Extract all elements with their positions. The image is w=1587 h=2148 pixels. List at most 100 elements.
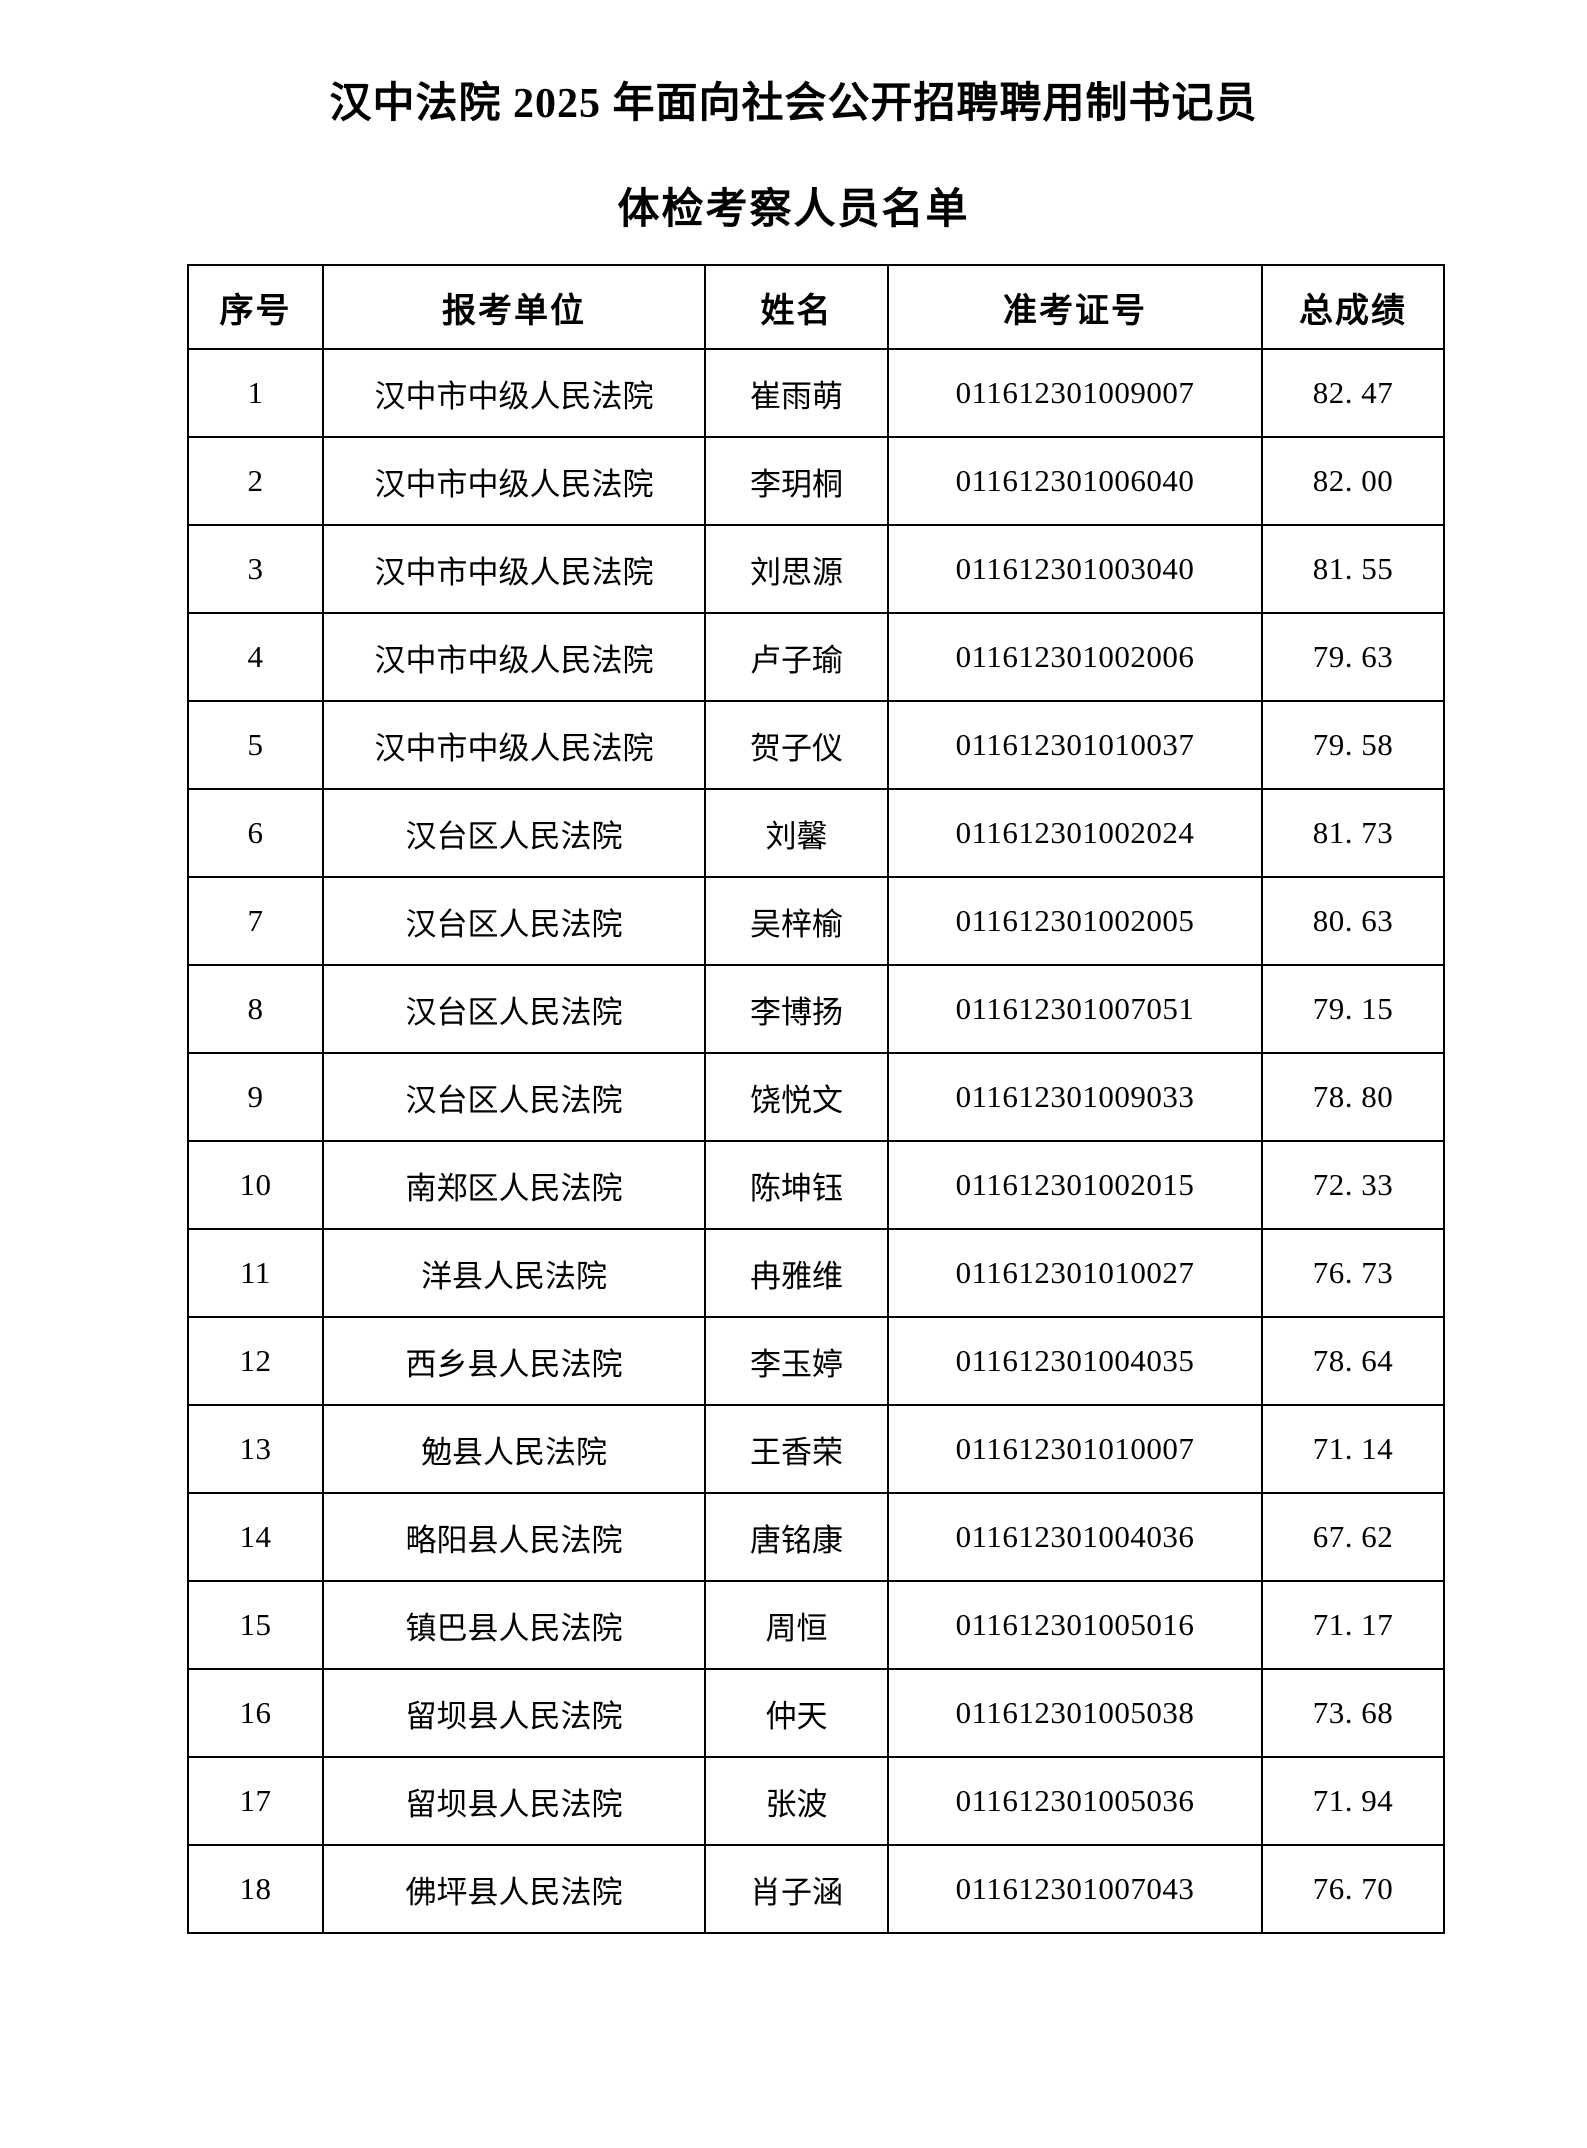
header-row: 序号 报考单位 姓名 准考证号 总成绩 <box>187 264 1445 350</box>
cell-no: 13 <box>187 1404 324 1494</box>
cell-no: 14 <box>187 1492 324 1582</box>
cell-no: 16 <box>187 1668 324 1758</box>
cell-no: 8 <box>187 964 324 1054</box>
header-cell-no: 序号 <box>187 264 324 350</box>
table-row: 11 洋县人民法院 冉雅维 011612301010027 76. 73 <box>187 1228 1445 1318</box>
cell-unit: 留坝县人民法院 <box>322 1668 706 1758</box>
cell-unit: 汉中市中级人民法院 <box>322 612 706 702</box>
cell-unit: 汉台区人民法院 <box>322 964 706 1054</box>
cell-score: 79. 15 <box>1261 964 1445 1054</box>
table-row: 13 勉县人民法院 王香荣 011612301010007 71. 14 <box>187 1404 1445 1494</box>
document-page: 汉中法院 2025 年面向社会公开招聘聘用制书记员 体检考察人员名单 序号 报考单… <box>0 76 1587 2148</box>
table-row: 18 佛坪县人民法院 肖子涵 011612301007043 76. 70 <box>187 1844 1445 1934</box>
cell-name: 李博扬 <box>704 964 889 1054</box>
header-cell-score: 总成绩 <box>1261 264 1445 350</box>
cell-name: 王香荣 <box>704 1404 889 1494</box>
cell-score: 67. 62 <box>1261 1492 1445 1582</box>
cell-ticket: 011612301002024 <box>887 788 1263 878</box>
cell-unit: 勉县人民法院 <box>322 1404 706 1494</box>
cell-ticket: 011612301002005 <box>887 876 1263 966</box>
cell-no: 12 <box>187 1316 324 1406</box>
document-title-line1: 汉中法院 2025 年面向社会公开招聘聘用制书记员 <box>329 81 1258 127</box>
table-row: 4 汉中市中级人民法院 卢子瑜 011612301002006 79. 63 <box>187 612 1445 702</box>
cell-unit: 汉中市中级人民法院 <box>322 700 706 790</box>
cell-name: 刘馨 <box>704 788 889 878</box>
cell-unit: 汉中市中级人民法院 <box>322 348 706 438</box>
table-body: 1 汉中市中级人民法院 崔雨萌 011612301009007 82. 47 2 汉中市中级… <box>187 348 1445 1934</box>
cell-score: 76. 73 <box>1261 1228 1445 1318</box>
cell-ticket: 011612301010037 <box>887 700 1263 790</box>
table-row: 15 镇巴县人民法院 周恒 011612301005016 71. 17 <box>187 1580 1445 1670</box>
cell-score: 82. 00 <box>1261 436 1445 526</box>
cell-unit: 洋县人民法院 <box>322 1228 706 1318</box>
cell-unit: 留坝县人民法院 <box>322 1756 706 1846</box>
cell-no: 10 <box>187 1140 324 1230</box>
cell-score: 79. 63 <box>1261 612 1445 702</box>
cell-score: 80. 63 <box>1261 876 1445 966</box>
cell-unit: 略阳县人民法院 <box>322 1492 706 1582</box>
cell-ticket: 011612301005038 <box>887 1668 1263 1758</box>
cell-name: 陈坤钰 <box>704 1140 889 1230</box>
cell-score: 78. 64 <box>1261 1316 1445 1406</box>
table-row: 2 汉中市中级人民法院 李玥桐 011612301006040 82. 00 <box>187 436 1445 526</box>
cell-ticket: 011612301003040 <box>887 524 1263 614</box>
document-title-line2: 体检考察人员名单 <box>617 187 970 233</box>
cell-ticket: 011612301005036 <box>887 1756 1263 1846</box>
table-row: 3 汉中市中级人民法院 刘思源 011612301003040 81. 55 <box>187 524 1445 614</box>
cell-no: 7 <box>187 876 324 966</box>
cell-name: 刘思源 <box>704 524 889 614</box>
cell-no: 1 <box>187 348 324 438</box>
cell-no: 15 <box>187 1580 324 1670</box>
table-row: 12 西乡县人民法院 李玉婷 011612301004035 78. 64 <box>187 1316 1445 1406</box>
cell-ticket: 011612301010007 <box>887 1404 1263 1494</box>
table-row: 6 汉台区人民法院 刘馨 011612301002024 81. 73 <box>187 788 1445 878</box>
cell-score: 81. 73 <box>1261 788 1445 878</box>
cell-name: 周恒 <box>704 1580 889 1670</box>
cell-name: 吴梓榆 <box>704 876 889 966</box>
cell-score: 71. 14 <box>1261 1404 1445 1494</box>
cell-no: 4 <box>187 612 324 702</box>
cell-ticket: 011612301009033 <box>887 1052 1263 1142</box>
cell-ticket: 011612301010027 <box>887 1228 1263 1318</box>
cell-ticket: 011612301004035 <box>887 1316 1263 1406</box>
cell-score: 81. 55 <box>1261 524 1445 614</box>
cell-name: 饶悦文 <box>704 1052 889 1142</box>
cell-name: 仲天 <box>704 1668 889 1758</box>
cell-no: 9 <box>187 1052 324 1142</box>
roster-table: 序号 报考单位 姓名 准考证号 总成绩 1 汉中市中级人民法院 崔雨萌 01161230100… <box>187 264 1445 1934</box>
table-row: 8 汉台区人民法院 李博扬 011612301007051 79. 15 <box>187 964 1445 1054</box>
cell-name: 肖子涵 <box>704 1844 889 1934</box>
cell-name: 李玉婷 <box>704 1316 889 1406</box>
cell-name: 李玥桐 <box>704 436 889 526</box>
cell-score: 73. 68 <box>1261 1668 1445 1758</box>
table-row: 14 略阳县人民法院 唐铭康 011612301004036 67. 62 <box>187 1492 1445 1582</box>
table-row: 16 留坝县人民法院 仲天 011612301005038 73. 68 <box>187 1668 1445 1758</box>
cell-no: 18 <box>187 1844 324 1934</box>
table-row: 9 汉台区人民法院 饶悦文 011612301009033 78. 80 <box>187 1052 1445 1142</box>
header-cell-name: 姓名 <box>704 264 889 350</box>
cell-no: 11 <box>187 1228 324 1318</box>
cell-ticket: 011612301009007 <box>887 348 1263 438</box>
cell-ticket: 011612301002015 <box>887 1140 1263 1230</box>
cell-unit: 汉台区人民法院 <box>322 788 706 878</box>
cell-score: 76. 70 <box>1261 1844 1445 1934</box>
cell-unit: 汉台区人民法院 <box>322 1052 706 1142</box>
cell-unit: 西乡县人民法院 <box>322 1316 706 1406</box>
table-header: 序号 报考单位 姓名 准考证号 总成绩 <box>187 264 1445 350</box>
header-cell-unit: 报考单位 <box>322 264 706 350</box>
cell-no: 17 <box>187 1756 324 1846</box>
cell-unit: 南郑区人民法院 <box>322 1140 706 1230</box>
cell-ticket: 011612301002006 <box>887 612 1263 702</box>
cell-ticket: 011612301006040 <box>887 436 1263 526</box>
table-row: 10 南郑区人民法院 陈坤钰 011612301002015 72. 33 <box>187 1140 1445 1230</box>
cell-name: 卢子瑜 <box>704 612 889 702</box>
header-cell-ticket: 准考证号 <box>887 264 1263 350</box>
cell-score: 78. 80 <box>1261 1052 1445 1142</box>
cell-no: 3 <box>187 524 324 614</box>
cell-no: 6 <box>187 788 324 878</box>
cell-unit: 镇巴县人民法院 <box>322 1580 706 1670</box>
cell-score: 82. 47 <box>1261 348 1445 438</box>
cell-ticket: 011612301004036 <box>887 1492 1263 1582</box>
cell-unit: 汉中市中级人民法院 <box>322 436 706 526</box>
cell-name: 冉雅维 <box>704 1228 889 1318</box>
